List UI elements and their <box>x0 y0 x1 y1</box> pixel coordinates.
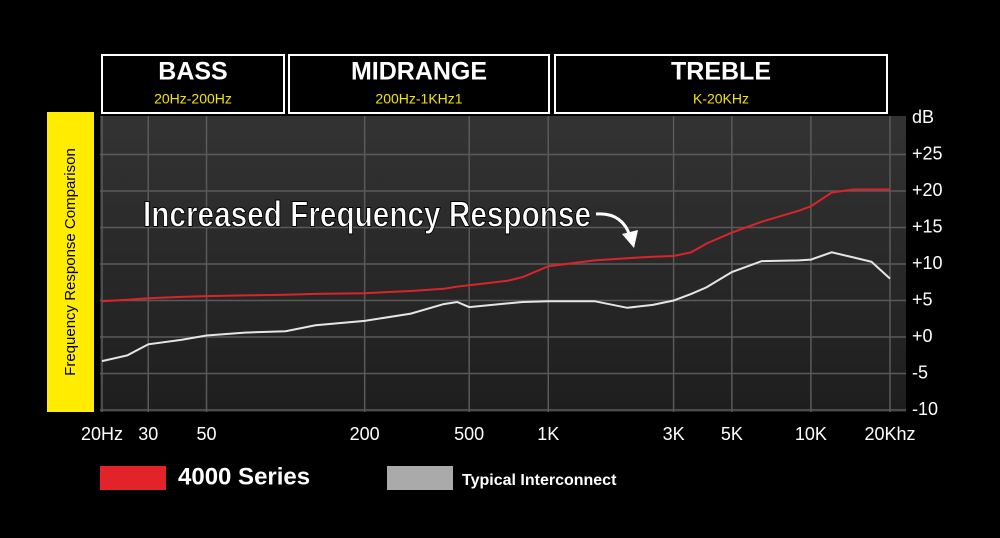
band-name: TREBLE <box>671 58 771 86</box>
annotation-arrow <box>595 212 632 237</box>
band-box <box>101 54 285 114</box>
band-headers <box>101 54 888 114</box>
band-name: MIDRANGE <box>351 58 487 86</box>
annotation-arrowhead <box>622 230 638 248</box>
x-tick-label: 50 <box>197 424 217 444</box>
legend-label: Typical Interconnect <box>462 472 617 489</box>
y-tick-label: +25 <box>912 143 943 163</box>
band-name: BASS <box>158 58 227 86</box>
annotation: Increased Frequency Response <box>143 194 591 235</box>
band-box <box>288 54 550 114</box>
x-tick-label: 30 <box>138 424 158 444</box>
x-tick-label: 10K <box>795 424 827 444</box>
y-label-box <box>47 112 94 412</box>
series-line <box>101 188 890 303</box>
x-tick-label: 500 <box>454 424 484 444</box>
legend-swatch <box>387 466 453 490</box>
x-tick-label: 20Hz <box>81 424 123 444</box>
y-tick-label: +20 <box>912 180 943 200</box>
y-tick-label: -5 <box>912 362 928 382</box>
x-tick-label: 5K <box>721 424 743 444</box>
series-line <box>101 251 891 363</box>
y-tick-label: +5 <box>912 289 933 309</box>
lines <box>101 188 891 363</box>
band-range: K-20KHz <box>693 91 749 107</box>
y-tick-label: +15 <box>912 216 943 236</box>
y-tick-label: +10 <box>912 253 943 273</box>
legend-swatch <box>100 466 166 490</box>
labels: +25 +20 +15 +10 +5 +0 -5 -10 20Hz 30 50 200 500 1K 3K 5… <box>81 143 943 444</box>
band-range: 20Hz-200Hz <box>154 91 232 107</box>
legend-label: 4000 Series <box>178 463 310 490</box>
grid <box>100 116 906 412</box>
y-tick-label: -10 <box>912 399 938 419</box>
y-tick-label: +0 <box>912 326 933 346</box>
x-tick-label: 1K <box>537 424 559 444</box>
x-tick-label: 200 <box>350 424 380 444</box>
band-box <box>554 54 888 114</box>
unit-label: dB <box>912 107 934 127</box>
band-range: 200Hz-1KHz1 <box>375 91 462 107</box>
x-tick-label: 20Khz <box>864 424 915 444</box>
x-tick-label: 3K <box>663 424 685 444</box>
y-axis-label: Frequency Response Comparison <box>62 148 79 376</box>
